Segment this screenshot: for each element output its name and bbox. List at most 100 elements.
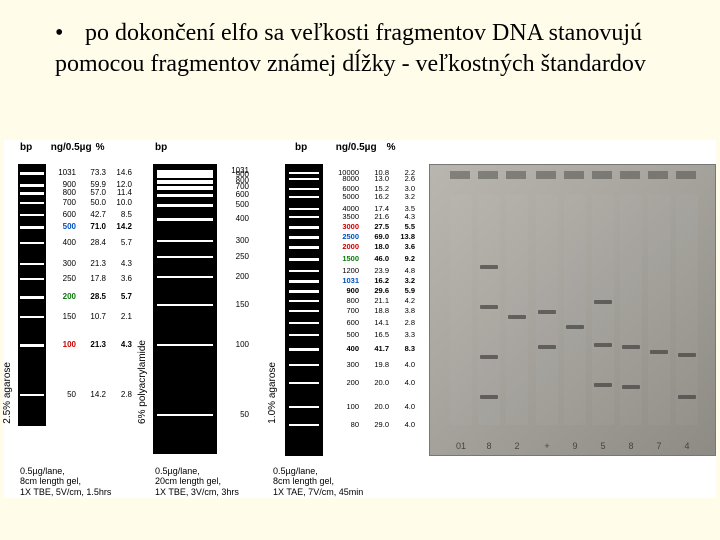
panel3-band (289, 322, 319, 324)
panel3-band (289, 406, 319, 408)
panel2-band (157, 276, 213, 278)
gel-photo-panel: 0182+95874 (429, 140, 716, 498)
panel2-lane (153, 164, 217, 454)
panel1-row: 5014.22.8 (50, 391, 132, 399)
panel2-row: 50 (221, 411, 249, 419)
panel2-band (157, 240, 213, 242)
panel3-row: 200018.03.6 (327, 243, 415, 251)
gel-band (622, 385, 640, 389)
gel-well (506, 171, 526, 179)
panel2-row: 300 (221, 237, 249, 245)
gel-band (538, 345, 556, 349)
panel3-row: 800013.02.6 (327, 175, 415, 183)
bullet-glyph: • (55, 18, 79, 49)
panel2-body: 6% polyacrylamide 1031900800700600500400… (139, 158, 269, 464)
panel3-footer: 0.5µg/lane, 8cm length gel, 1X TAE, 7V/c… (269, 464, 429, 498)
panel3-row: 50016.53.3 (327, 331, 415, 339)
gel-lane (450, 195, 472, 425)
panel3-band (289, 382, 319, 384)
panel3-row: 10020.04.0 (327, 403, 415, 411)
panel1-row: 60042.78.5 (50, 211, 132, 219)
gel-band (480, 265, 498, 269)
gel-photo: 0182+95874 (429, 164, 716, 456)
panel1-row: 40028.45.7 (50, 239, 132, 247)
gel-band (678, 353, 696, 357)
text-emphasis: fragmentov známej dĺžky - veľkostných št… (150, 51, 646, 77)
gel-lane-label: 5 (592, 441, 614, 451)
ladder-panel-1: bp ng/0.5µg % 2.5% agarose 103173.314.69… (4, 140, 139, 498)
panel3-band (289, 334, 319, 336)
panel3-row: 30019.84.0 (327, 361, 415, 369)
gel-lane (536, 195, 558, 425)
gel-lane (478, 195, 500, 425)
gel-band (594, 300, 612, 304)
panel1-header: bp ng/0.5µg % (4, 140, 139, 158)
gel-well (564, 171, 584, 179)
gel-well (450, 171, 470, 179)
panel3-row: 120023.94.8 (327, 267, 415, 275)
panel2-band (157, 414, 213, 416)
panel3-row: 8029.04.0 (327, 421, 415, 429)
panel3-band (289, 270, 319, 272)
panel3-row: 500016.23.2 (327, 193, 415, 201)
panel2-band (157, 194, 213, 197)
panel1-row: 103173.314.6 (50, 169, 132, 177)
panel2-row: 500 (221, 201, 249, 209)
gel-lane-label: 2 (506, 441, 528, 451)
panel3-band (289, 216, 319, 218)
panel2-header: bp (139, 140, 269, 158)
panel2-row: 400 (221, 215, 249, 223)
panel1-band (20, 278, 44, 280)
panel2-band (157, 174, 213, 178)
panel3-band (289, 258, 319, 261)
panel2-band (157, 186, 213, 190)
gel-lane (506, 195, 528, 425)
panel1-band (20, 172, 44, 175)
gel-lane-label: 8 (478, 441, 500, 451)
panel3-band (289, 196, 319, 198)
panel3-band (289, 310, 319, 312)
panel3-body: 1.0% agarose 1000010.82.2800013.02.66000… (269, 158, 429, 464)
gel-lane-label: 8 (620, 441, 642, 451)
panel3-band (289, 300, 319, 302)
gel-lane (564, 195, 586, 425)
panel1-row: 80057.011.4 (50, 189, 132, 197)
panel1-band (20, 226, 44, 229)
panel1-row: 30021.34.3 (50, 260, 132, 268)
gel-band (480, 395, 498, 399)
panel1-row: 25017.83.6 (50, 275, 132, 283)
panel1-row: 15010.72.1 (50, 313, 132, 321)
panel3-band (289, 424, 319, 426)
gel-well (620, 171, 640, 179)
panel3-row: 103116.23.2 (327, 277, 415, 285)
panel1-band (20, 394, 44, 396)
panel2-row: 600 (221, 191, 249, 199)
figures-region: bp ng/0.5µg % 2.5% agarose 103173.314.69… (4, 140, 716, 498)
gel-lane (592, 195, 614, 425)
panel3-row: 600015.23.0 (327, 185, 415, 193)
gel-well (648, 171, 668, 179)
panel1-row: 70050.010.0 (50, 199, 132, 207)
gel-lane-label: 01 (450, 441, 472, 451)
panel3-row: 350021.64.3 (327, 213, 415, 221)
panel1-band (20, 263, 44, 265)
panel1-band (20, 242, 44, 244)
panel3-row: 300027.55.5 (327, 223, 415, 231)
panel3-band (289, 226, 319, 229)
panel2-band (157, 304, 213, 306)
panel1-band (20, 192, 44, 195)
panel1-row: 10021.34.3 (50, 341, 132, 349)
panel2-row: 200 (221, 273, 249, 281)
gel-band (622, 345, 640, 349)
panel3-vlabel: 1.0% agarose (267, 362, 278, 424)
panel3-band (289, 172, 319, 174)
bullet-text: • po dokončení elfo sa veľkosti fragment… (55, 18, 690, 80)
ladder-panel-3: bp ng/0.5µg % 1.0% agarose 1000010.82.28… (269, 140, 429, 498)
panel1-footer: 0.5µg/lane, 8cm length gel, 1X TBE, 5V/c… (4, 464, 139, 498)
panel3-band (289, 364, 319, 366)
gel-band (538, 310, 556, 314)
panel3-row: 80021.14.2 (327, 297, 415, 305)
panel1-band (20, 316, 44, 318)
gel-lane (620, 195, 642, 425)
gel-band (594, 383, 612, 387)
